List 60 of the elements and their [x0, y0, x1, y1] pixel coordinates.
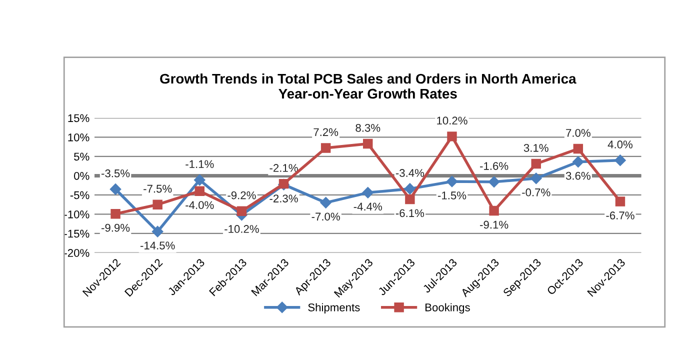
point	[446, 176, 458, 188]
data-label: -3.4%	[396, 169, 424, 177]
point	[615, 196, 626, 206]
y-tick-label: 15%	[68, 114, 90, 122]
point	[614, 154, 626, 166]
data-label: -9.9%	[102, 224, 130, 232]
data-label: 7.0%	[566, 128, 590, 137]
point	[110, 184, 122, 195]
point	[362, 187, 374, 198]
point	[572, 156, 584, 168]
y-tick-label: 10%	[68, 133, 90, 142]
data-label: -0.7%	[522, 188, 550, 196]
data-label: -4.0%	[186, 201, 214, 210]
data-label: -1.6%	[480, 162, 508, 170]
y-tick-label: -20%	[64, 249, 90, 257]
data-label: 7.2%	[314, 128, 338, 136]
point	[447, 132, 457, 142]
data-label: -1.1%	[186, 160, 214, 168]
y-tick-label: -5%	[70, 191, 90, 200]
point	[363, 138, 373, 149]
point	[489, 206, 499, 216]
data-label: -3.5%	[102, 169, 130, 178]
point	[194, 186, 205, 196]
legend-label: Shipments	[308, 303, 360, 314]
point	[236, 206, 247, 216]
chart-title: Growth Trends in Total PCB Sales and Orders in North America Year-on-Year Growth Rates	[160, 73, 576, 99]
data-label: -4.4%	[354, 202, 382, 211]
data-label: -14.5%	[140, 242, 175, 250]
data-label: 8.3%	[356, 124, 380, 132]
data-label: 3.1%	[524, 144, 548, 152]
point	[320, 143, 331, 153]
data-label: -2.3%	[270, 194, 298, 202]
point	[152, 200, 162, 210]
data-label: -9.1%	[480, 220, 508, 229]
point	[531, 158, 541, 169]
data-label: -6.1%	[396, 209, 424, 218]
point	[110, 208, 120, 219]
point	[405, 194, 415, 204]
point	[320, 197, 332, 208]
data-label: 10.2%	[437, 116, 468, 125]
y-tick-label: -15%	[64, 230, 90, 238]
point	[573, 144, 584, 154]
legend-label: Bookings	[426, 303, 470, 314]
point	[194, 174, 206, 186]
data-label: 4.0%	[608, 140, 632, 148]
data-label: -7.5%	[144, 184, 172, 193]
y-tick-label: 5%	[74, 152, 90, 161]
point	[404, 183, 416, 194]
data-label: -9.2%	[228, 191, 256, 200]
y-tick-label: -10%	[64, 210, 90, 218]
point	[488, 176, 500, 188]
y-tick-label: 0%	[74, 172, 90, 180]
data-label: -10.2%	[224, 225, 259, 233]
data-label: -1.5%	[438, 192, 466, 200]
data-label: -2.1%	[270, 164, 298, 172]
data-label: -6.7%	[606, 212, 634, 220]
point	[530, 172, 542, 184]
point	[152, 226, 164, 238]
data-label: -7.0%	[312, 212, 340, 221]
data-label: 3.6%	[566, 172, 590, 180]
